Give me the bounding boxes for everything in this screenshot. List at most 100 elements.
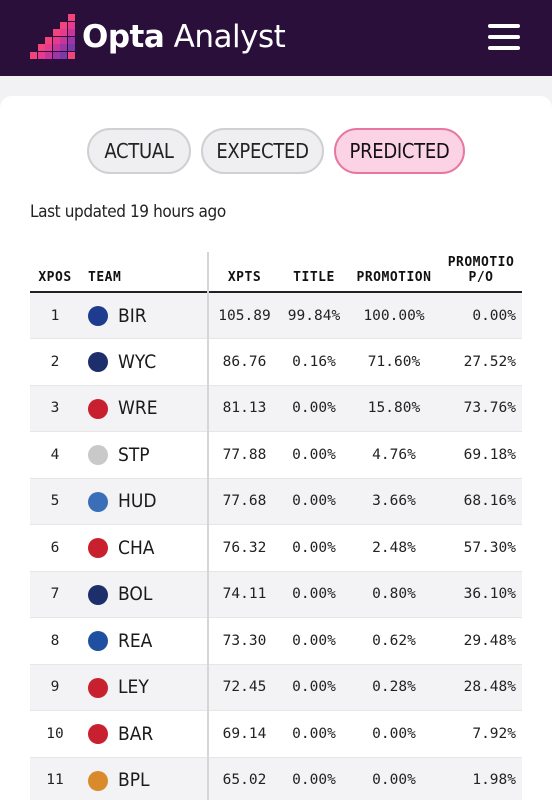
team-crest-icon <box>88 352 108 373</box>
team-cell[interactable]: WRE <box>80 385 208 432</box>
column-header-promotion-playoff[interactable]: PROMOTIO P/O <box>447 255 515 285</box>
team-cell[interactable]: REA <box>80 617 208 665</box>
playoff-cell: 0.00% <box>440 292 522 339</box>
logo-pixel <box>60 29 68 37</box>
team-cell[interactable]: BIR <box>80 292 208 339</box>
xpts-cell: 73.30 <box>207 617 280 665</box>
table-row[interactable]: 5 HUD 77.68 0.00% 3.66% 68.16% <box>30 478 522 525</box>
xpos-cell: 8 <box>30 617 80 665</box>
promotion-cell: 0.28% <box>348 664 440 711</box>
team-cell[interactable]: BPL <box>80 757 208 800</box>
xpts-cell: 74.11 <box>207 571 280 618</box>
tab-predicted[interactable]: PREDICTED <box>334 128 465 174</box>
xpts-cell: 72.45 <box>207 664 280 711</box>
team-abbreviation: WYC <box>118 350 157 373</box>
team-cell[interactable]: BAR <box>80 710 208 758</box>
table-row[interactable]: 6 CHA 76.32 0.00% 2.48% 57.30% <box>30 524 522 572</box>
team-abbreviation: BPL <box>118 769 150 792</box>
logo-pixel <box>45 36 53 44</box>
team-abbreviation: BAR <box>118 722 154 745</box>
xpos-cell: 1 <box>30 292 80 339</box>
hamburger-menu-icon[interactable] <box>488 24 522 50</box>
table-row[interactable]: 4 STP 77.88 0.00% 4.76% 69.18% <box>30 431 522 479</box>
xpos-cell: 7 <box>30 571 80 618</box>
title-cell: 0.00% <box>280 431 348 479</box>
team-crest-icon <box>88 491 108 512</box>
title-cell: 0.00% <box>280 757 348 800</box>
predicted-table-card: ACTUAL EXPECTED PREDICTED Last updated 1… <box>0 96 552 800</box>
table-row[interactable]: 7 BOL 74.11 0.00% 0.80% 36.10% <box>30 571 522 618</box>
title-cell: 0.00% <box>280 710 348 758</box>
column-header-xpts[interactable]: XPTS <box>207 252 280 292</box>
table-row[interactable]: 10 BAR 69.14 0.00% 0.00% 7.92% <box>30 710 522 758</box>
logo-pixel <box>37 52 45 59</box>
team-abbreviation: BIR <box>118 304 147 327</box>
tab-expected[interactable]: EXPECTED <box>201 128 324 174</box>
promotion-cell: 0.62% <box>348 617 440 665</box>
tab-actual[interactable]: ACTUAL <box>87 128 191 174</box>
xpts-cell: 77.68 <box>207 478 280 525</box>
team-crest-icon <box>88 724 108 745</box>
logo-pixel <box>68 21 75 29</box>
team-crest-icon <box>88 631 108 652</box>
column-header-promotion[interactable]: PROMOTION <box>356 270 432 285</box>
opta-analyst-logo[interactable]: Opta Analyst <box>30 14 286 60</box>
team-abbreviation: WRE <box>118 397 158 420</box>
table-row[interactable]: 3 WRE 81.13 0.00% 15.80% 73.76% <box>30 385 522 432</box>
column-header-xpos[interactable]: XPOS <box>38 270 72 285</box>
xpts-cell: 65.02 <box>207 757 280 800</box>
team-cell[interactable]: CHA <box>80 524 208 572</box>
xpos-cell: 3 <box>30 385 80 432</box>
team-abbreviation: BOL <box>118 583 153 606</box>
title-cell: 0.00% <box>280 478 348 525</box>
xpos-cell: 4 <box>30 431 80 479</box>
team-crest-icon <box>88 584 108 605</box>
table-row[interactable]: 11 BPL 65.02 0.00% 0.00% 1.98% <box>30 757 522 800</box>
table-header-row: XPOS TEAM XPTS TITLE PROMOTION PROMOTIO P… <box>30 252 522 292</box>
column-header-title[interactable]: TITLE <box>293 270 335 285</box>
xpos-cell: 11 <box>30 757 80 800</box>
team-cell[interactable]: STP <box>80 431 208 479</box>
playoff-cell: 28.48% <box>440 664 522 711</box>
xpos-cell: 9 <box>30 664 80 711</box>
logo-pixel <box>52 44 60 52</box>
logo-pixel <box>68 14 75 21</box>
table-row[interactable]: 9 LEY 72.45 0.00% 0.28% 28.48% <box>30 664 522 711</box>
table-row[interactable]: 2 WYC 86.76 0.16% 71.60% 27.52% <box>30 338 522 386</box>
xpos-cell: 6 <box>30 524 80 572</box>
table-row[interactable]: 8 REA 73.30 0.00% 0.62% 29.48% <box>30 617 522 665</box>
promotion-cell: 15.80% <box>348 385 440 432</box>
promotion-cell: 0.80% <box>348 571 440 618</box>
team-abbreviation: CHA <box>118 536 155 559</box>
promotion-cell: 0.00% <box>348 710 440 758</box>
playoff-cell: 29.48% <box>440 617 522 665</box>
promotion-cell: 3.66% <box>348 478 440 525</box>
logo-pixel <box>60 52 68 59</box>
team-cell[interactable]: BOL <box>80 571 208 618</box>
promotion-cell: 0.00% <box>348 757 440 800</box>
playoff-cell: 57.30% <box>440 524 522 572</box>
logo-pixel <box>37 44 45 52</box>
title-cell: 0.00% <box>280 617 348 665</box>
table-row[interactable]: 1 BIR 105.89 99.84% 100.00% 0.00% <box>30 292 522 339</box>
team-abbreviation: STP <box>118 443 150 466</box>
logo-pixel <box>52 36 60 44</box>
column-header-team[interactable]: TEAM <box>88 270 122 285</box>
last-updated-text: Last updated 19 hours ago <box>30 202 226 222</box>
team-cell[interactable]: LEY <box>80 664 208 711</box>
logo-pixel <box>30 52 37 59</box>
league-predictions-table: XPOS TEAM XPTS TITLE PROMOTION PROMOTIO P… <box>30 252 522 800</box>
logo-pixel <box>60 21 68 29</box>
team-abbreviation: HUD <box>118 490 157 513</box>
xpts-cell: 69.14 <box>207 710 280 758</box>
xpts-cell: 86.76 <box>207 338 280 386</box>
logo-pixel <box>68 52 75 59</box>
team-cell[interactable]: HUD <box>80 478 208 525</box>
logo-pixel <box>52 29 60 37</box>
team-cell[interactable]: WYC <box>80 338 208 386</box>
xpts-cell: 105.89 <box>207 292 280 339</box>
title-cell: 0.00% <box>280 571 348 618</box>
logo-pixel <box>52 52 60 59</box>
logo-pixel <box>45 52 53 59</box>
top-navigation-bar: Opta Analyst <box>0 0 552 76</box>
